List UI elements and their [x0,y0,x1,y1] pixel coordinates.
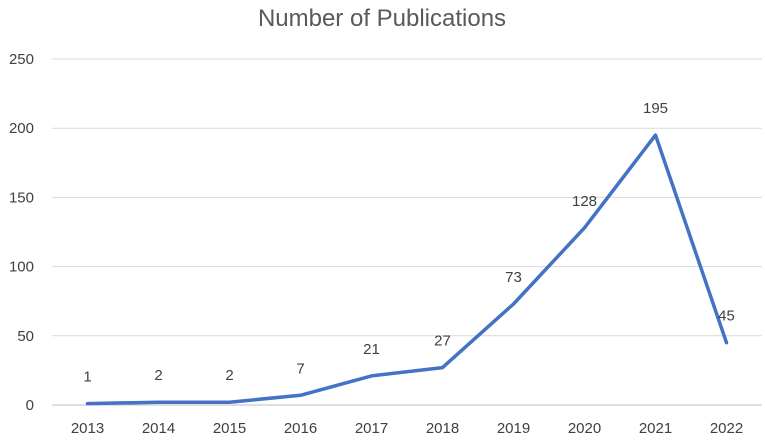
data-label: 195 [643,100,668,117]
data-label: 1 [83,369,91,386]
data-point [654,133,657,137]
data-label: 21 [363,341,380,358]
data-label: 45 [718,308,735,325]
data-label: 2 [225,367,233,384]
gridlines [52,58,762,406]
data-point [157,400,160,404]
y-tick-label: 100 [9,259,34,276]
x-tick-label: 2018 [426,420,459,437]
x-tick-label: 2015 [213,420,246,437]
series-layer [85,133,729,406]
data-label: 7 [296,360,304,377]
series-line [85,133,729,406]
data-label: 27 [434,333,451,350]
x-tick-label: 2021 [639,420,672,437]
data-label: 128 [572,193,597,210]
x-axis-ticks: 2013 2014 2015 2016 2017 2018 2019 2020 2021 2022 [71,420,743,437]
data-point [512,302,515,306]
x-tick-label: 2019 [497,420,530,437]
y-tick-label: 150 [9,189,34,206]
data-point [370,374,373,378]
x-tick-label: 2020 [568,420,601,437]
x-tick-label: 2014 [142,420,175,437]
data-point [725,341,728,345]
data-point [299,393,302,397]
y-axis-ticks: 0 50 100 150 200 250 [9,51,34,414]
data-point [583,226,586,230]
data-point [228,400,231,404]
data-point [441,366,444,370]
data-label: 73 [505,269,522,286]
x-tick-label: 2017 [355,420,388,437]
x-tick-label: 2022 [710,420,743,437]
x-tick-label: 2013 [71,420,104,437]
y-tick-label: 250 [9,51,34,68]
y-tick-label: 0 [26,397,34,414]
data-point [86,402,89,406]
chart-title: Number of Publications [258,5,506,32]
y-tick-label: 200 [9,120,34,137]
x-tick-label: 2016 [284,420,317,437]
data-label: 2 [154,367,162,384]
y-tick-label: 50 [17,328,34,345]
